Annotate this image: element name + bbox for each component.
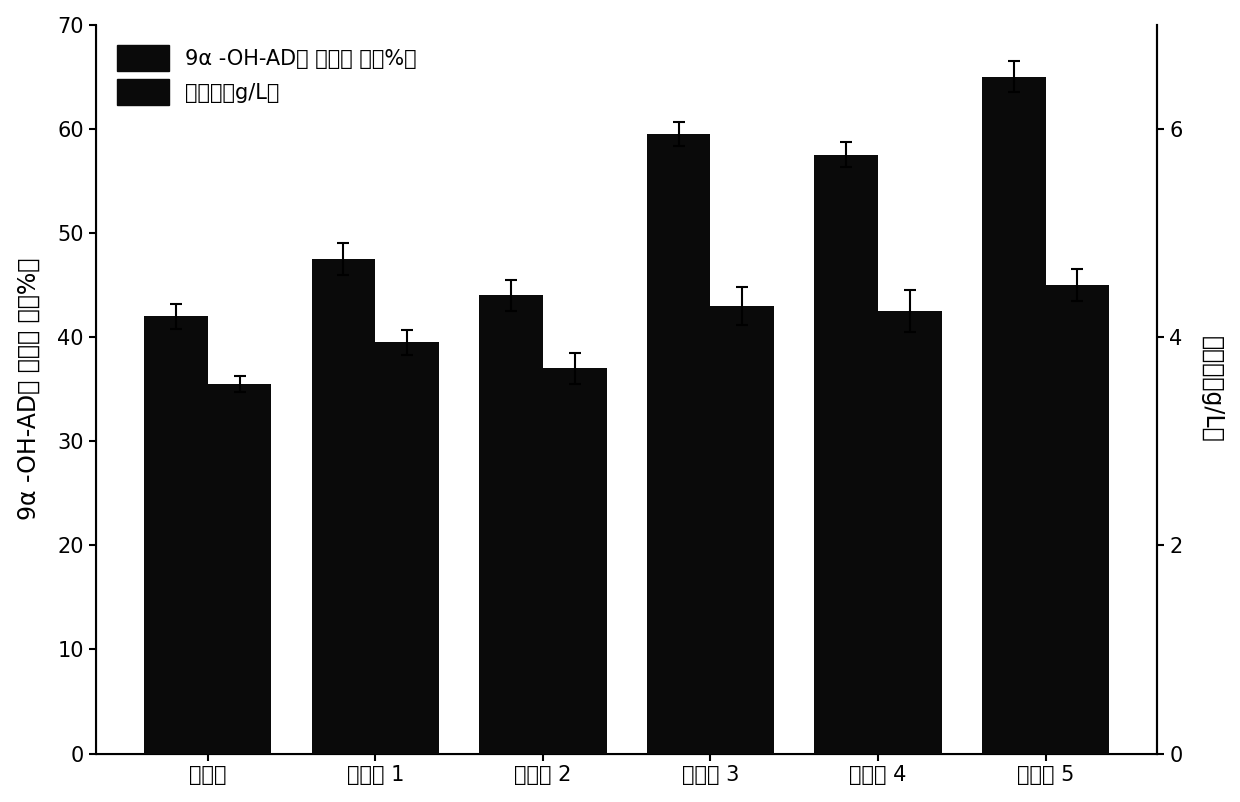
Bar <box>311 259 376 754</box>
Bar <box>878 311 941 754</box>
Bar <box>543 368 606 754</box>
Bar <box>815 155 878 754</box>
Bar <box>711 306 774 754</box>
Bar <box>144 316 208 754</box>
Bar <box>647 134 711 754</box>
Y-axis label: 9α -OH-AD的 摩尔得 率（%）: 9α -OH-AD的 摩尔得 率（%） <box>16 258 41 520</box>
Bar <box>1045 285 1110 754</box>
Bar <box>982 77 1045 754</box>
Bar <box>208 384 272 754</box>
Bar <box>479 295 543 754</box>
Bar <box>376 342 439 754</box>
Y-axis label: 生物量（g/L）: 生物量（g/L） <box>1199 336 1224 443</box>
Legend: 9α -OH-AD的 摩尔得 率（%）, 生物量（g/L）: 9α -OH-AD的 摩尔得 率（%）, 生物量（g/L） <box>107 35 428 115</box>
